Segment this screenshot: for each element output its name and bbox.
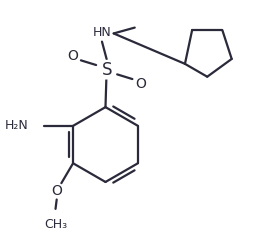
Text: HN: HN [93, 26, 111, 39]
Text: S: S [101, 61, 112, 79]
Text: CH₃: CH₃ [44, 218, 67, 231]
Text: O: O [67, 49, 78, 63]
Text: H₂N: H₂N [5, 119, 29, 132]
Text: O: O [51, 184, 62, 198]
Text: O: O [135, 77, 146, 91]
